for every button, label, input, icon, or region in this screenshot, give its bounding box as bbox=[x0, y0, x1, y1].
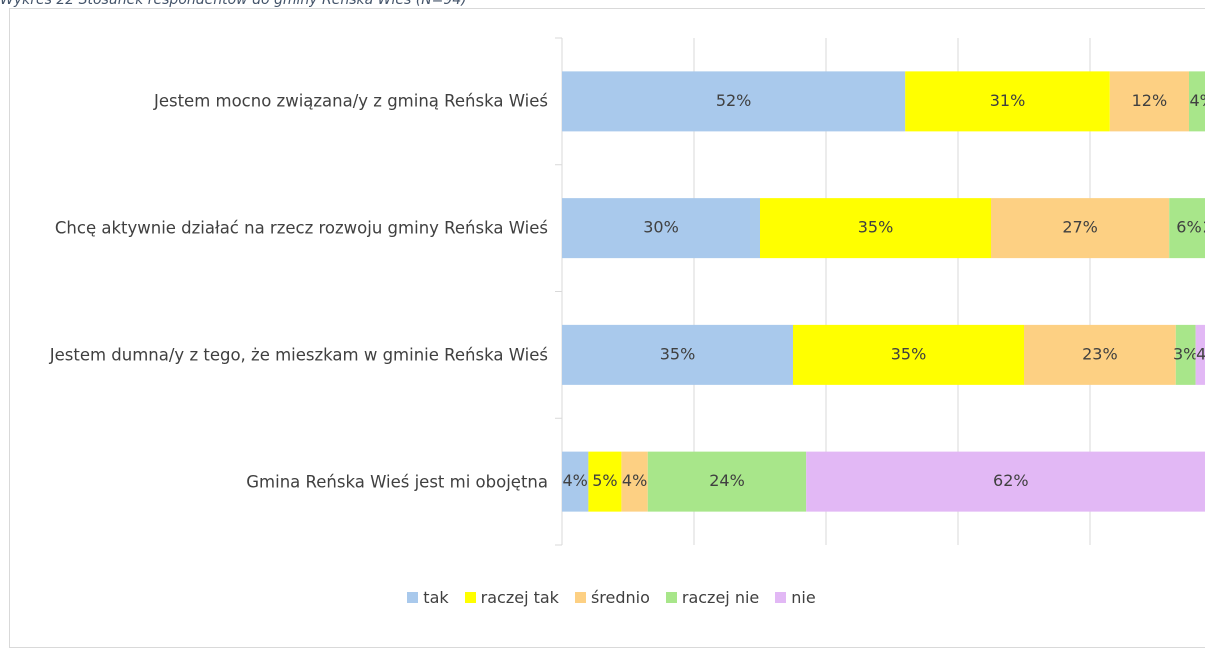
legend-swatch bbox=[665, 592, 677, 603]
data-label: 4% bbox=[1196, 344, 1205, 363]
legend: tak raczej tak średnio raczej nie nie bbox=[0, 588, 1205, 607]
data-label: 31% bbox=[990, 91, 1026, 110]
bar-segment bbox=[1189, 71, 1205, 132]
bar-segment bbox=[1169, 198, 1205, 259]
data-label: 4% bbox=[622, 471, 647, 490]
data-label: 24% bbox=[709, 471, 745, 490]
category-label: Jestem dumna/y z tego, że mieszkam w gmi… bbox=[49, 345, 548, 365]
legend-label: średnio bbox=[590, 588, 650, 607]
bar-segment bbox=[760, 198, 991, 259]
data-label: 4% bbox=[563, 471, 588, 490]
bar-segment bbox=[905, 71, 1110, 132]
legend-item: nie bbox=[775, 588, 816, 607]
data-label: 4% bbox=[1190, 91, 1205, 110]
bar-segment bbox=[562, 451, 589, 512]
bar-segment bbox=[562, 198, 760, 259]
data-label: 3% bbox=[1173, 344, 1198, 363]
legend-label: raczej tak bbox=[480, 588, 559, 607]
legend-label: nie bbox=[791, 588, 816, 607]
data-label: 5% bbox=[592, 471, 617, 490]
bar-segment bbox=[621, 451, 648, 512]
data-label: 35% bbox=[891, 344, 927, 363]
chart-title: Wykres 22 Stosunek respondentów do gminy… bbox=[0, 0, 467, 8]
bar-segment bbox=[562, 71, 906, 132]
legend-item: tak bbox=[407, 588, 449, 607]
legend-label: tak bbox=[423, 588, 449, 607]
data-label: 2% bbox=[1203, 218, 1205, 237]
data-label: 35% bbox=[660, 344, 696, 363]
legend-swatch bbox=[407, 592, 419, 603]
legend-swatch bbox=[464, 592, 476, 603]
legend-swatch bbox=[775, 592, 787, 603]
bar-segment bbox=[1195, 324, 1205, 385]
bar-segment bbox=[562, 324, 793, 385]
data-label: 35% bbox=[858, 218, 894, 237]
data-label: 30% bbox=[643, 218, 679, 237]
data-label: 6% bbox=[1176, 218, 1201, 237]
legend-item: średnio bbox=[574, 588, 650, 607]
category-label: Gmina Reńska Wieś jest mi obojętna bbox=[246, 472, 548, 492]
bar-segment bbox=[1109, 71, 1189, 132]
legend-label: raczej nie bbox=[681, 588, 760, 607]
bar-segment bbox=[1024, 324, 1176, 385]
bar-segment bbox=[588, 451, 622, 512]
category-label: Jestem mocno związana/y z gminą Reńska W… bbox=[153, 91, 548, 111]
data-label: 12% bbox=[1132, 91, 1168, 110]
legend-item: raczej nie bbox=[665, 588, 760, 607]
data-label: 62% bbox=[993, 471, 1029, 490]
bar-segment bbox=[793, 324, 1024, 385]
bar-segment bbox=[647, 451, 807, 512]
bar-segment bbox=[991, 198, 1170, 259]
bar-segment bbox=[1175, 324, 1196, 385]
bar-segment bbox=[806, 451, 1205, 512]
legend-swatch bbox=[574, 592, 586, 603]
data-label: 23% bbox=[1082, 344, 1118, 363]
legend-item: raczej tak bbox=[464, 588, 559, 607]
data-label: 52% bbox=[716, 91, 752, 110]
plot: 52%31%12%4%1%30%35%27%6%2%35%35%23%3%4%4… bbox=[555, 37, 1205, 546]
data-label: 27% bbox=[1062, 218, 1098, 237]
category-label: Chcę aktywnie działać na rzecz rozwoju g… bbox=[54, 218, 548, 238]
